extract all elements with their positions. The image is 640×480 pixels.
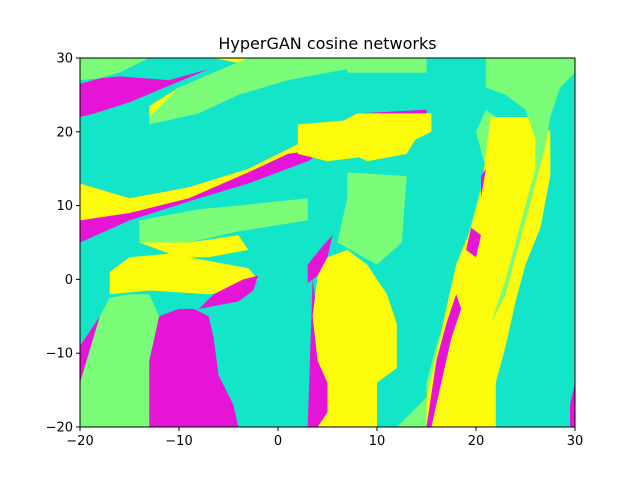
y-tick-label: 30 bbox=[56, 52, 73, 67]
region-class-2-10 bbox=[139, 198, 308, 243]
decision-regions bbox=[80, 58, 575, 427]
region-class-4-24 bbox=[481, 168, 486, 199]
region-class-4-14 bbox=[80, 316, 100, 383]
y-tick-label: 10 bbox=[56, 199, 73, 214]
region-class-4-25 bbox=[570, 382, 575, 427]
plot-area bbox=[79, 57, 576, 428]
x-axis: −20 −10 0 10 20 30 bbox=[66, 427, 583, 449]
x-tick-label: 10 bbox=[369, 434, 386, 449]
chart-title: HyperGAN cosine networks bbox=[218, 34, 436, 53]
region-class-3-19 bbox=[312, 249, 397, 427]
y-tick-label: −20 bbox=[46, 421, 73, 436]
x-tick-label: 30 bbox=[567, 434, 584, 449]
region-class-2-9 bbox=[337, 172, 407, 265]
region-class-4-15 bbox=[149, 308, 239, 427]
region-class-2-3 bbox=[80, 58, 150, 84]
x-tick-label: −10 bbox=[165, 434, 192, 449]
x-tick-label: 0 bbox=[274, 434, 282, 449]
y-tick-label: −10 bbox=[46, 347, 73, 362]
region-class-4-22 bbox=[426, 294, 462, 427]
region-class-2-13 bbox=[80, 294, 160, 427]
region-class-2-20 bbox=[396, 109, 496, 427]
region-class-3-12 bbox=[109, 253, 259, 295]
x-tick-label: 20 bbox=[468, 434, 485, 449]
region-class-2-26 bbox=[485, 58, 575, 324]
y-tick-label: 0 bbox=[65, 273, 73, 288]
region-class-1-4 bbox=[80, 58, 214, 84]
y-axis: −20 −10 0 10 20 30 bbox=[46, 52, 80, 436]
region-class-4-23 bbox=[466, 227, 481, 258]
region-class-3-21 bbox=[426, 117, 551, 427]
y-tick-label: 20 bbox=[56, 125, 73, 140]
x-tick-label: −20 bbox=[66, 434, 93, 449]
region-class-4-18 bbox=[307, 235, 333, 284]
region-class-2-8 bbox=[347, 58, 427, 73]
plot-frame bbox=[79, 57, 576, 428]
region-class-4-5 bbox=[80, 109, 427, 243]
region-class-3-11 bbox=[139, 235, 249, 258]
region-class-3-7 bbox=[297, 113, 432, 162]
region-class-4-16 bbox=[198, 275, 259, 309]
region-class-2-2 bbox=[149, 58, 368, 125]
